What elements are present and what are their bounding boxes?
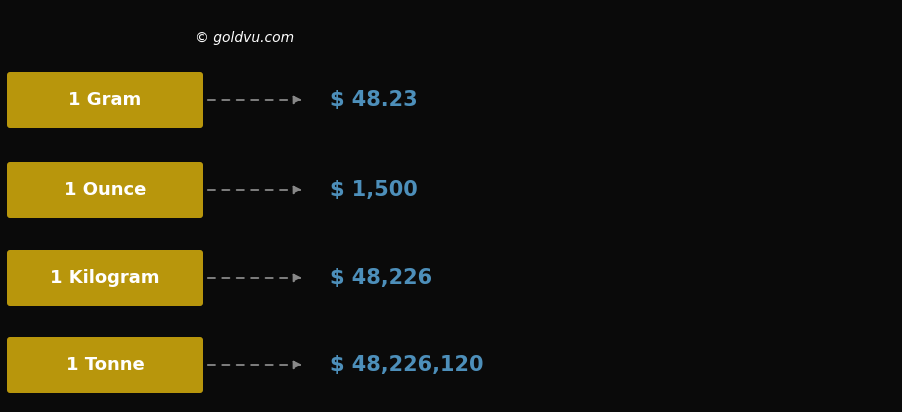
Text: $ 48,226,120: $ 48,226,120 (330, 355, 483, 375)
Text: $ 48.23: $ 48.23 (330, 90, 418, 110)
Text: 1 Gram: 1 Gram (69, 91, 142, 109)
Text: © goldvu.com: © goldvu.com (195, 31, 294, 45)
Text: 1 Tonne: 1 Tonne (66, 356, 144, 374)
FancyBboxPatch shape (7, 72, 203, 128)
Text: 1 Ounce: 1 Ounce (64, 181, 146, 199)
Text: 1 Kilogram: 1 Kilogram (51, 269, 160, 287)
FancyBboxPatch shape (7, 337, 203, 393)
Text: $ 48,226: $ 48,226 (330, 268, 432, 288)
FancyBboxPatch shape (7, 250, 203, 306)
FancyBboxPatch shape (7, 162, 203, 218)
Text: $ 1,500: $ 1,500 (330, 180, 418, 200)
